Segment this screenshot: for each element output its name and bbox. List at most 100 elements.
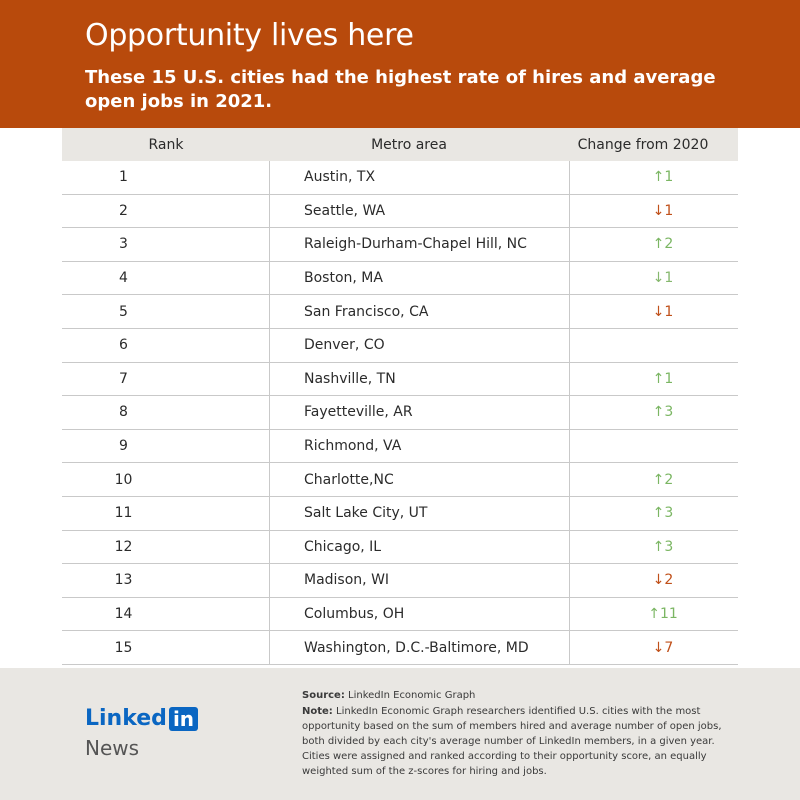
change-value: ↑2 [652,471,674,488]
table-row: 11 Salt Lake City, UT ↑3 [62,496,738,531]
metro-cell: Fayetteville, AR [270,396,570,429]
rank-value: 4 [119,270,128,287]
rank-value: 5 [119,303,128,320]
change-cell: ↑3 [570,531,738,564]
rank-cell: 6 [62,328,270,362]
ranking-table: Rank Metro area Change from 2020 1 Austin… [62,128,738,665]
table-row: 5 San Francisco, CA ↓1 [62,295,738,329]
change-value: ↓2 [652,572,674,589]
rank-value: 8 [119,404,128,421]
metro-cell: Austin, TX [270,161,570,194]
change-value: ↓1 [652,303,674,320]
metro-cell: Washington, D.C.-Baltimore, MD [270,631,570,664]
metro-cell: Denver, CO [270,328,570,362]
metro-cell: Columbus, OH [270,597,570,631]
metro-cell: Raleigh-Durham-Chapel Hill, NC [270,228,570,261]
rank-value: 14 [114,606,133,623]
metro-cell: Salt Lake City, UT [270,496,570,530]
change-cell: ↑11 [570,598,738,631]
rank-cell: 4 [62,261,270,295]
rank-value: 7 [119,370,128,387]
change-cell: ↓7 [570,631,738,664]
change-value: ↑1 [652,370,674,387]
metro-cell: Richmond, VA [270,429,570,463]
change-cell [570,329,738,362]
rank-cell: 5 [62,295,270,328]
change-cell: ↑1 [570,363,738,396]
table-row: 8 Fayetteville, AR ↑3 [62,396,738,430]
table-row: 7 Nashville, TN ↑1 [62,362,738,397]
rank-value: 2 [119,202,128,219]
metro-cell: Seattle, WA [270,194,570,228]
table-row: 4 Boston, MA ↓1 [62,261,738,296]
table-body: 1 Austin, TX ↑1 2 Seattle, WA ↓1 3 Raleigh-Durh… [62,161,738,665]
footer: Linked in News Source: LinkedIn Economic … [0,668,800,800]
table-row: 15 Washington, D.C.-Baltimore, MD ↓7 [62,631,738,665]
metro-cell: Chicago, IL [270,530,570,564]
logo-text: Linked [85,706,167,731]
change-cell: ↑2 [570,463,738,496]
logo-news: News [85,736,140,760]
change-value: ↑2 [652,236,674,253]
rank-cell: 12 [62,530,270,564]
table-row: 6 Denver, CO [62,328,738,363]
rank-cell: 7 [62,362,270,396]
source-label: Source: [302,690,345,701]
rank-value: 3 [119,236,128,253]
change-value: ↓1 [652,202,674,219]
rank-value: 12 [114,538,133,555]
rank-cell: 11 [62,496,270,530]
change-value: ↑3 [652,538,674,555]
rank-cell: 14 [62,597,270,631]
metro-cell: Madison, WI [270,564,570,597]
rank-value: 10 [114,471,133,488]
change-value: ↑1 [652,169,674,186]
rank-cell: 3 [62,228,270,261]
metro-cell: San Francisco, CA [270,295,570,328]
table-row: 9 Richmond, VA [62,429,738,464]
linkedin-logo: Linked in [85,706,199,731]
logo-in-box: in [168,706,199,731]
change-cell: ↑1 [570,161,738,194]
page-subtitle: These 15 U.S. cities had the highest rat… [85,67,716,112]
change-value: ↑11 [648,606,678,623]
metro-cell: Nashville, TN [270,362,570,396]
header-banner: Opportunity lives here These 15 U.S. cit… [0,0,800,128]
change-cell: ↑3 [570,497,738,530]
change-value: ↑3 [652,404,674,421]
rank-cell: 13 [62,564,270,597]
page-title: Opportunity lives here [85,18,414,53]
table-row: 12 Chicago, IL ↑3 [62,530,738,565]
metro-cell: Boston, MA [270,261,570,295]
table-header: Rank Metro area Change from 2020 [62,128,738,161]
rank-value: 6 [119,337,128,354]
source-text: LinkedIn Economic Graph [348,690,476,701]
table-row: 3 Raleigh-Durham-Chapel Hill, NC ↑2 [62,228,738,262]
column-header-metro: Metro area [371,136,447,153]
change-value: ↓1 [652,270,674,287]
table-row: 2 Seattle, WA ↓1 [62,194,738,229]
table-row: 1 Austin, TX ↑1 [62,161,738,195]
rank-value: 15 [114,639,133,656]
rank-value: 11 [114,505,133,522]
change-cell: ↑2 [570,228,738,261]
note-body: LinkedIn Economic Graph researchers iden… [302,706,722,777]
source-line: Source: LinkedIn Economic Graph [302,688,732,703]
change-value: ↑3 [652,505,674,522]
change-cell: ↑3 [570,396,738,429]
change-cell: ↓2 [570,564,738,597]
rank-cell: 2 [62,194,270,228]
rank-value: 9 [119,438,128,455]
note-label: Note: [302,706,333,717]
rank-cell: 10 [62,463,270,496]
rank-value: 13 [114,572,133,589]
table-row: 10 Charlotte,NC ↑2 [62,463,738,497]
rank-cell: 1 [62,161,270,194]
metro-cell: Charlotte,NC [270,463,570,496]
rank-cell: 15 [62,631,270,664]
rank-cell: 8 [62,396,270,429]
change-cell [570,430,738,463]
column-header-rank: Rank [148,136,184,153]
rank-value: 1 [119,169,128,186]
note-text: Note: LinkedIn Economic Graph researcher… [302,704,732,779]
